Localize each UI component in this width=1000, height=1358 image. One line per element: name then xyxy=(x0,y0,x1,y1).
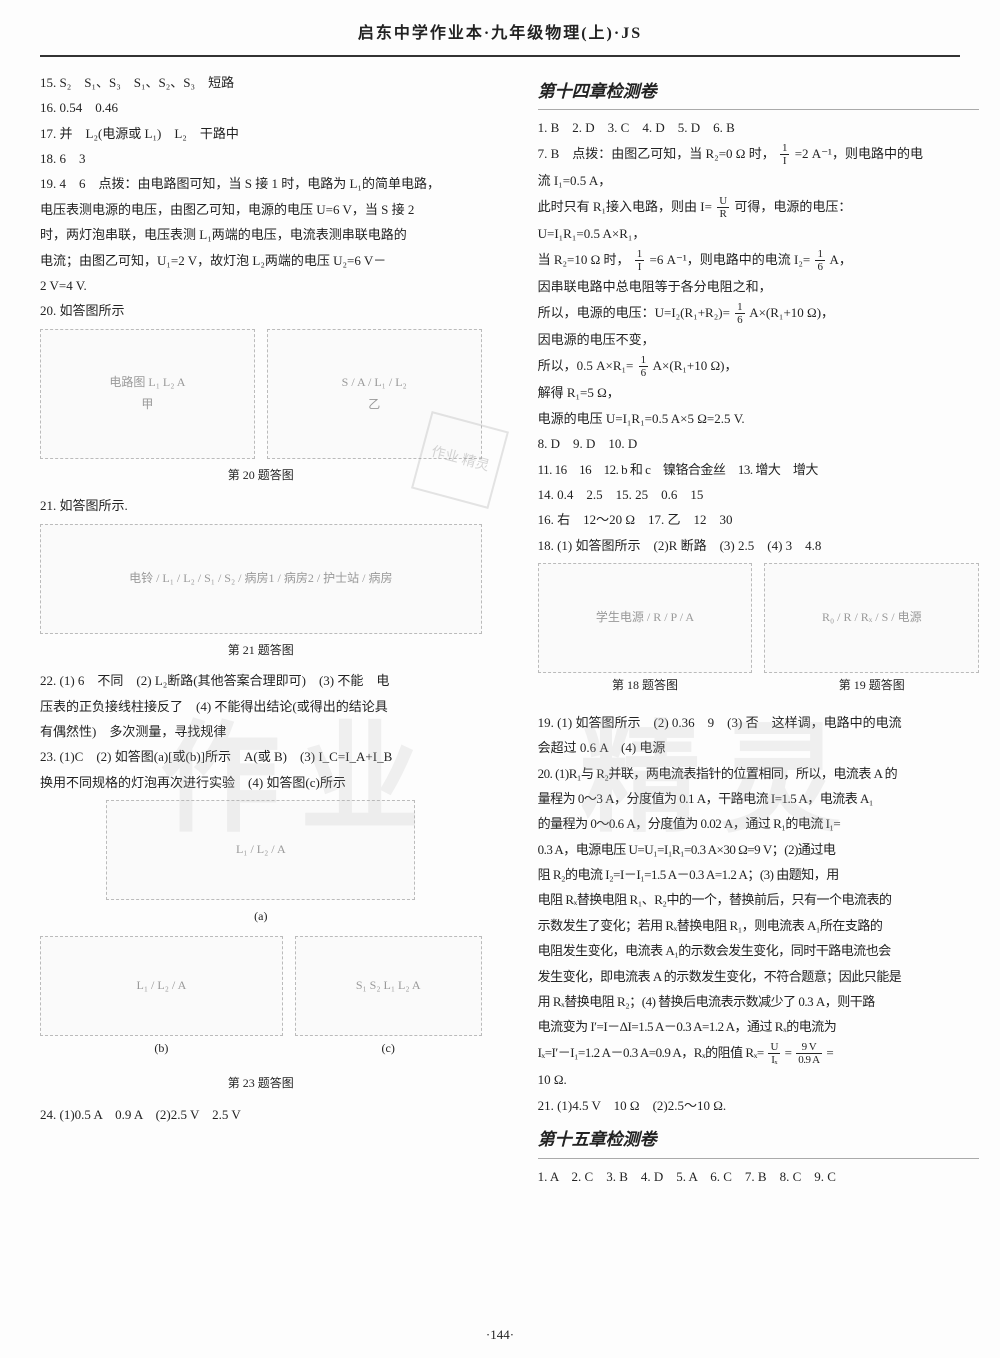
ch14-answer-20m: 10 Ω. xyxy=(538,1068,980,1091)
figure-20-caption: 第 20 题答图 xyxy=(40,465,482,487)
figure-20b: S / A / L₁ / L₂乙 xyxy=(267,329,482,459)
ch14-answer-7g: 所以，电源的电压：U=I₂(R₁+R₂)= 16 A×(R₁+10 Ω)， xyxy=(538,301,980,327)
figure-20a: 电路图 L₁ L₂ A甲 xyxy=(40,329,255,459)
page-header: 启东中学作业本·九年级物理(上)·JS xyxy=(40,20,960,57)
figure-20b-label: S / A / L₁ / L₂乙 xyxy=(342,372,407,415)
ch14-answer-20c: 的量程为 0～0.6 A，分度值为 0.02 A，通过 R₁的电流 I₁= xyxy=(538,812,980,835)
figure-23c-caption: (c) xyxy=(295,1038,482,1060)
answer-18: 18. 6 3 xyxy=(40,147,482,170)
answer-23-a: 23. (1)C (2) 如答图(a)[或(b)]所示 A(或 B) (3) I… xyxy=(40,745,482,768)
figure-23b-caption: (b) xyxy=(40,1038,283,1060)
figure-19-label: R₀ / R / Rₓ / S / 电源 xyxy=(822,607,922,629)
figure-20-row: 电路图 L₁ L₂ A甲 S / A / L₁ / L₂乙 xyxy=(40,329,482,459)
page-number: ·144· xyxy=(0,1323,1000,1346)
ch14-answers-8-10: 8. D 9. D 10. D xyxy=(538,432,980,455)
figure-23a: L₁ / L₂ / A xyxy=(106,800,415,900)
ch14-answer-20a: 20. (1)R₁与 R₂并联，两电流表指针的位置相同，所以，电流表 A 的 xyxy=(538,762,980,785)
ch14-answer-20k: 电流变为 I′=I－ΔI=1.5 A－0.3 A=1.2 A，通过 Rₓ的电流为 xyxy=(538,1015,980,1038)
figure-18-caption: 第 18 题答图 xyxy=(538,675,753,697)
page: 作业 精灵 作业 精灵 启东中学作业本·九年级物理(上)·JS 15. S₂ S… xyxy=(0,0,1000,1358)
figure-23c: S₁ S₂ L₁ L₂ A xyxy=(295,936,482,1036)
right-column: 第十四章检测卷 1. B 2. D 3. C 4. D 5. D 6. B 7.… xyxy=(538,69,980,1190)
figure-20a-label: 电路图 L₁ L₂ A甲 xyxy=(109,372,185,415)
left-column: 15. S₂ S₁、S₃ S₁、S₂、S₃ 短路 16. 0.54 0.46 1… xyxy=(40,69,482,1190)
ch14-answer-20e: 阻 R₂的电流 I₂=I－I₁=1.5 A－0.3 A=1.2 A；(3) 由题… xyxy=(538,863,980,886)
ch14-answer-7f: 因串联电路中总电阻等于各分电阻之和， xyxy=(538,275,980,298)
answer-24: 24. (1)0.5 A 0.9 A (2)2.5 V 2.5 V xyxy=(40,1103,482,1126)
answer-22-b: 压表的正负接线柱接反了 (4) 不能得出结论(或得出的结论具 xyxy=(40,695,482,718)
ch14-answers-11-13: 11. 16 16 12. b 和 c 镍铬合金丝 13. 增大 增大 xyxy=(538,458,980,481)
answer-19-a: 19. 4 6 点拨：由电路图可知，当 S 接 1 时，电路为 L₁的简单电路， xyxy=(40,172,482,195)
ch14-answer-7d: U=I₁R₁=0.5 A×R₁， xyxy=(538,222,980,245)
answer-16: 16. 0.54 0.46 xyxy=(40,96,482,119)
ch14-answer-20g: 示数发生了变化；若用 Rₓ替换电阻 R₁，则电流表 A₁所在支路的 xyxy=(538,914,980,937)
ch14-answer-19b: 会超过 0.6 A (4) 电源 xyxy=(538,736,980,759)
ch14-answer-7h: 因电源的电压不变， xyxy=(538,328,980,351)
answer-23-b: 换用不同规格的灯泡再次进行实验 (4) 如答图(c)所示 xyxy=(40,771,482,794)
figure-19: R₀ / R / Rₓ / S / 电源 xyxy=(764,563,979,673)
ch14-answer-20f: 电阻 Rₓ替换电阻 R₁、R₂中的一个，替换前后，只有一个电流表的 xyxy=(538,888,980,911)
ch14-answer-7j: 解得 R₁=5 Ω， xyxy=(538,381,980,404)
figure-23-caption: 第 23 题答图 xyxy=(40,1073,482,1095)
figure-21-labels: 电铃 / L₁ / L₂ / S₁ / S₂ / 病房1 / 病房2 / 护士站… xyxy=(129,568,392,590)
ch14-answer-7e: 当 R₂=10 Ω 时， 1I =6 A⁻¹，则电路中的电流 I₂= 16 A， xyxy=(538,248,980,274)
ch14-answer-20h: 电阻发生变化，电流表 A₁的示数会发生变化，同时干路电流也会 xyxy=(538,939,980,962)
figure-18: 学生电源 / R / P / A xyxy=(538,563,753,673)
answer-19-e: 2 V=4 V. xyxy=(40,274,482,297)
answer-22-c: 有偶然性) 多次测量，寻找规律 xyxy=(40,720,482,743)
figure-21-caption: 第 21 题答图 xyxy=(40,640,482,662)
ch14-answers-16-17: 16. 右 12～20 Ω 17. 乙 12 30 xyxy=(538,508,980,531)
figure-23a-label: L₁ / L₂ / A xyxy=(236,839,286,861)
ch14-answer-7k: 电源的电压 U=I₁R₁=0.5 A×5 Ω=2.5 V. xyxy=(538,407,980,430)
chapter-14-title: 第十四章检测卷 xyxy=(538,77,980,111)
answer-21: 21. 如答图所示. xyxy=(40,494,482,517)
figure-19-caption: 第 19 题答图 xyxy=(764,675,979,697)
ch14-answer-18: 18. (1) 如答图所示 (2)R 断路 (3) 2.5 (4) 3 4.8 xyxy=(538,534,980,557)
ch14-answer-20i: 发生变化，即电流表 A 的示数发生变化，不符合题意；因此只能是 xyxy=(538,965,980,988)
ch14-answer-20b: 量程为 0～3 A，分度值为 0.1 A，干路电流 I=1.5 A，电流表 A₁ xyxy=(538,787,980,810)
ch14-answers-1-6: 1. B 2. D 3. C 4. D 5. D 6. B xyxy=(538,116,980,139)
answer-17: 17. 并 L₂(电源或 L₁) L₂ 干路中 xyxy=(40,122,482,145)
ch14-answer-7i: 所以，0.5 A×R₁= 16 A×(R₁+10 Ω)， xyxy=(538,354,980,380)
ch14-answers-14-15: 14. 0.4 2.5 15. 25 0.6 15 xyxy=(538,483,980,506)
answer-19-c: 时，两灯泡串联，电压表测 L₁两端的电压，电流表测串联电路的 xyxy=(40,223,482,246)
answer-22-a: 22. (1) 6 不同 (2) L₂断路(其他答案合理即可) (3) 不能 电 xyxy=(40,669,482,692)
figure-23a-caption: (a) xyxy=(40,906,482,928)
answer-20: 20. 如答图所示 xyxy=(40,299,482,322)
figure-23-row-bc: L₁ / L₂ / A (b) S₁ S₂ L₁ L₂ A (c) xyxy=(40,936,482,1068)
figure-23b-label: L₁ / L₂ / A xyxy=(137,975,187,997)
ch14-answer-20l: Iₓ=I′－I₁=1.2 A－0.3 A=0.9 A，Rₓ的阻值 Rₓ= UIₓ… xyxy=(538,1041,980,1067)
figure-23c-label: S₁ S₂ L₁ L₂ A xyxy=(356,975,421,997)
answer-19-d: 电流；由图乙可知，U₁=2 V，故灯泡 L₂两端的电压 U₂=6 V－ xyxy=(40,249,482,272)
answer-19-b: 电压表测电源的电压，由图乙可知，电源的电压 U=6 V，当 S 接 2 xyxy=(40,198,482,221)
ch14-answer-20j: 用 Rₓ替换电阻 R₂；(4) 替换后电流表示数减少了 0.3 A，则干路 xyxy=(538,990,980,1013)
ch15-answers-1-9: 1. A 2. C 3. B 4. D 5. A 6. C 7. B 8. C … xyxy=(538,1165,980,1188)
chapter-15-title: 第十五章检测卷 xyxy=(538,1125,980,1159)
ch14-answer-7b: 流 I₁=0.5 A， xyxy=(538,169,980,192)
ch14-answer-19a: 19. (1) 如答图所示 (2) 0.36 9 (3) 否 这样调，电路中的电… xyxy=(538,711,980,734)
ch14-answer-7a: 7. B 点拨：由图乙可知，当 R₂=0 Ω 时， 1I =2 A⁻¹，则电路中… xyxy=(538,142,980,168)
answer-15: 15. S₂ S₁、S₃ S₁、S₂、S₃ 短路 xyxy=(40,71,482,94)
content-columns: 15. S₂ S₁、S₃ S₁、S₂、S₃ 短路 16. 0.54 0.46 1… xyxy=(40,69,960,1190)
ch14-answer-20d: 0.3 A，电源电压 U=U₁=I₁R₁=0.3 A×30 Ω=9 V；(2)通… xyxy=(538,838,980,861)
figure-18-label: 学生电源 / R / P / A xyxy=(596,607,694,629)
figure-21: 电铃 / L₁ / L₂ / S₁ / S₂ / 病房1 / 病房2 / 护士站… xyxy=(40,524,482,634)
ch14-answer-7c: 此时只有 R₁接入电路，则由 I= UR 可得，电源的电压： xyxy=(538,195,980,221)
figure-23b: L₁ / L₂ / A xyxy=(40,936,283,1036)
figure-18-19-row: 学生电源 / R / P / A 第 18 题答图 R₀ / R / Rₓ / … xyxy=(538,563,980,705)
ch14-answer-21: 21. (1)4.5 V 10 Ω (2)2.5～10 Ω. xyxy=(538,1094,980,1117)
